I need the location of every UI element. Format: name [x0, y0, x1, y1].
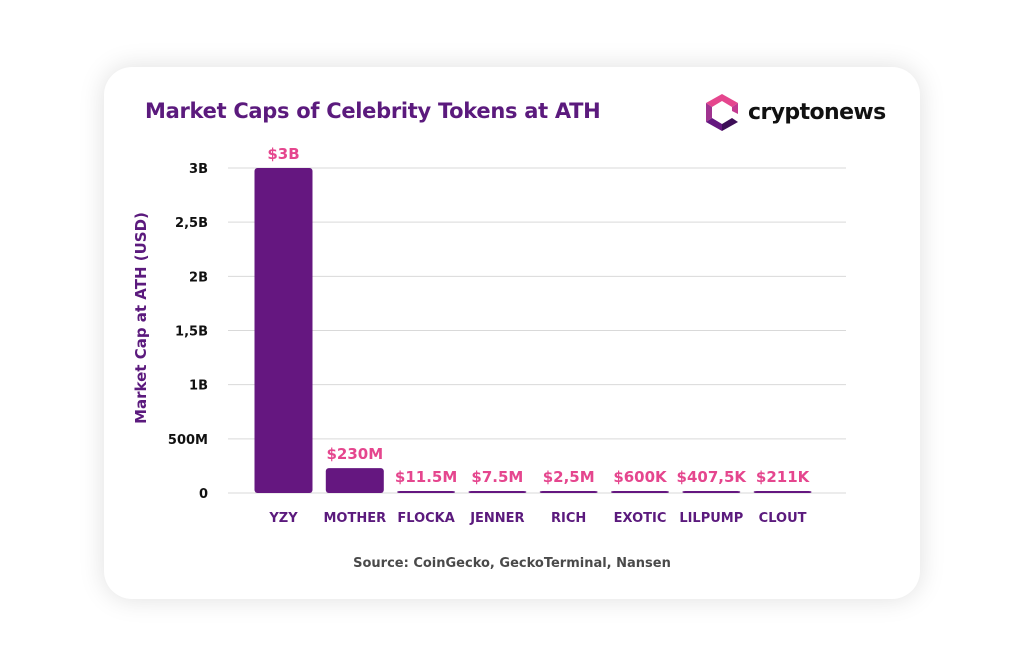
- value-label: $211K: [756, 468, 811, 486]
- x-axis-ticks: YZY MOTHER FLOCKA JENNER RICH EXOTIC LILPUMP CL…: [268, 511, 806, 526]
- value-label: $600K: [613, 468, 668, 486]
- bar-rich: [539, 491, 598, 493]
- bars: [254, 168, 812, 493]
- value-label: $407,5K: [677, 468, 748, 486]
- value-label: $3B: [267, 145, 299, 163]
- y-tick-label: 0: [199, 487, 208, 502]
- source-note: Source: CoinGecko, GeckoTerminal, Nansen: [353, 556, 671, 571]
- brand-logo: cryptonews: [702, 92, 886, 132]
- bar-mother: [325, 468, 384, 493]
- brand-name: cryptonews: [748, 99, 886, 125]
- x-tick-label: RICH: [551, 511, 586, 526]
- x-tick-label: EXOTIC: [614, 511, 667, 526]
- y-tick-label: 1,5B: [175, 325, 208, 340]
- x-tick-label: FLOCKA: [397, 511, 454, 526]
- x-tick-label: CLOUT: [759, 511, 807, 526]
- y-tick-label: 2,5B: [175, 216, 208, 231]
- chart-title: Market Caps of Celebrity Tokens at ATH: [145, 99, 601, 123]
- x-tick-label: YZY: [268, 511, 298, 526]
- x-tick-label: LILPUMP: [679, 511, 743, 526]
- y-tick-label: 3B: [189, 162, 208, 177]
- chart-card: [104, 67, 920, 599]
- y-tick-label: 500M: [168, 433, 208, 448]
- bar-exotic: [611, 491, 669, 493]
- grid-lines: [228, 167, 846, 494]
- x-tick-label: JENNER: [469, 511, 524, 526]
- value-labels: $3B $230M $11.5M $7.5M $2,5M $600K $407,5K $211…: [267, 145, 810, 486]
- y-tick-label: 2B: [189, 270, 208, 285]
- bar-clout: [753, 491, 812, 493]
- bar-jenner: [468, 491, 527, 493]
- bar-yzy: [254, 168, 313, 493]
- y-tick-label: 1B: [189, 379, 208, 394]
- y-axis-label: Market Cap at ATH (USD): [132, 212, 150, 424]
- y-axis-ticks: 0 500M 1B 1,5B 2B 2,5B 3B: [168, 162, 208, 502]
- bar-lilpump: [682, 491, 741, 493]
- value-label: $230M: [326, 445, 383, 463]
- x-tick-label: MOTHER: [323, 511, 386, 526]
- value-label: $2,5M: [543, 468, 595, 486]
- cryptonews-cube-icon: [706, 94, 738, 131]
- bar-flocka: [397, 491, 456, 493]
- value-label: $11.5M: [395, 468, 457, 486]
- value-label: $7.5M: [471, 468, 523, 486]
